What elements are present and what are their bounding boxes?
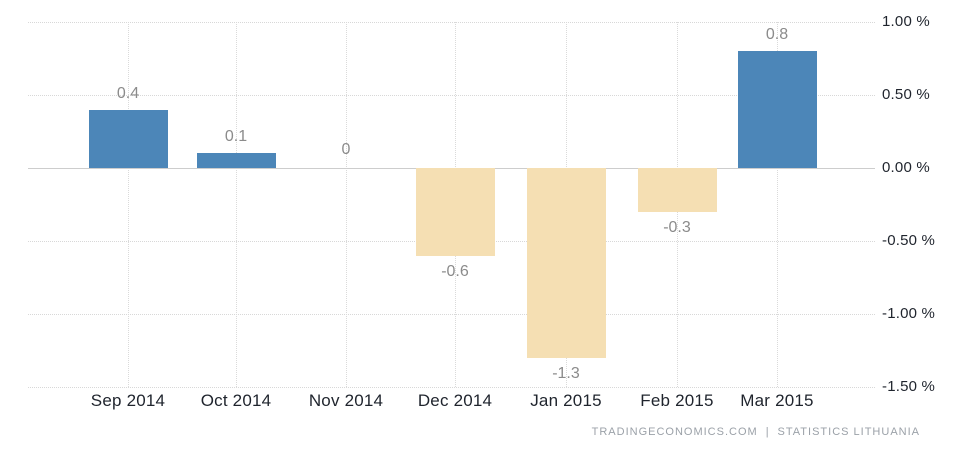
gridline-v-mar-2015 xyxy=(777,22,778,387)
bar-oct-2014[interactable] xyxy=(196,153,276,168)
x-axis-label-mar-2015: Mar 2015 xyxy=(740,391,814,410)
y-axis-label: 1.00 % xyxy=(882,13,930,30)
chart-attribution: TRADINGECONOMICS.COM | STATISTICS LITHUANI… xyxy=(592,426,920,438)
attribution-source-secondary: STATISTICS LITHUANIA xyxy=(777,426,920,438)
gridline-v-oct-2014 xyxy=(236,22,237,387)
y-axis-label: -1.50 % xyxy=(882,378,936,395)
y-axis-label: -1.00 % xyxy=(882,305,936,322)
bar-mar-2015[interactable] xyxy=(737,51,817,168)
bar-jan-2015[interactable] xyxy=(526,168,606,358)
bar-value-label: -1.3 xyxy=(552,364,580,382)
bar-sep-2014[interactable] xyxy=(88,109,168,168)
bar-value-label: 0 xyxy=(341,141,351,158)
y-axis-label: 0.50 % xyxy=(882,86,930,103)
gridline-v-nov-2014 xyxy=(346,22,347,387)
bar-value-label: 0.1 xyxy=(224,128,248,146)
gridline-v-sep-2014 xyxy=(128,22,129,387)
bar-value-label: -0.6 xyxy=(441,262,469,280)
x-axis-label-dec-2014: Dec 2014 xyxy=(417,391,493,410)
x-axis-label-jan-2015: Jan 2015 xyxy=(530,391,602,410)
bar-feb-2015[interactable] xyxy=(637,168,717,212)
bar-value-label: 0.8 xyxy=(765,26,789,44)
gridline-h xyxy=(28,387,875,388)
x-axis-label-nov-2014: Nov 2014 xyxy=(308,391,384,410)
y-axis-label: -0.50 % xyxy=(882,232,936,249)
attribution-source-primary: TRADINGECONOMICS.COM xyxy=(591,426,758,438)
gridline-h xyxy=(28,95,875,96)
bar-value-label: -0.3 xyxy=(663,218,691,236)
gridline-h xyxy=(28,314,875,315)
x-axis-label-feb-2015: Feb 2015 xyxy=(640,391,714,410)
y-axis-label: 0.00 % xyxy=(882,159,930,176)
bar-dec-2014[interactable] xyxy=(415,168,495,256)
bar-value-label: 0.4 xyxy=(116,84,140,102)
gridline-h xyxy=(28,22,875,23)
x-axis-label-sep-2014: Sep 2014 xyxy=(90,391,166,410)
x-axis-label-oct-2014: Oct 2014 xyxy=(200,391,272,410)
attribution-separator: | xyxy=(765,426,770,438)
